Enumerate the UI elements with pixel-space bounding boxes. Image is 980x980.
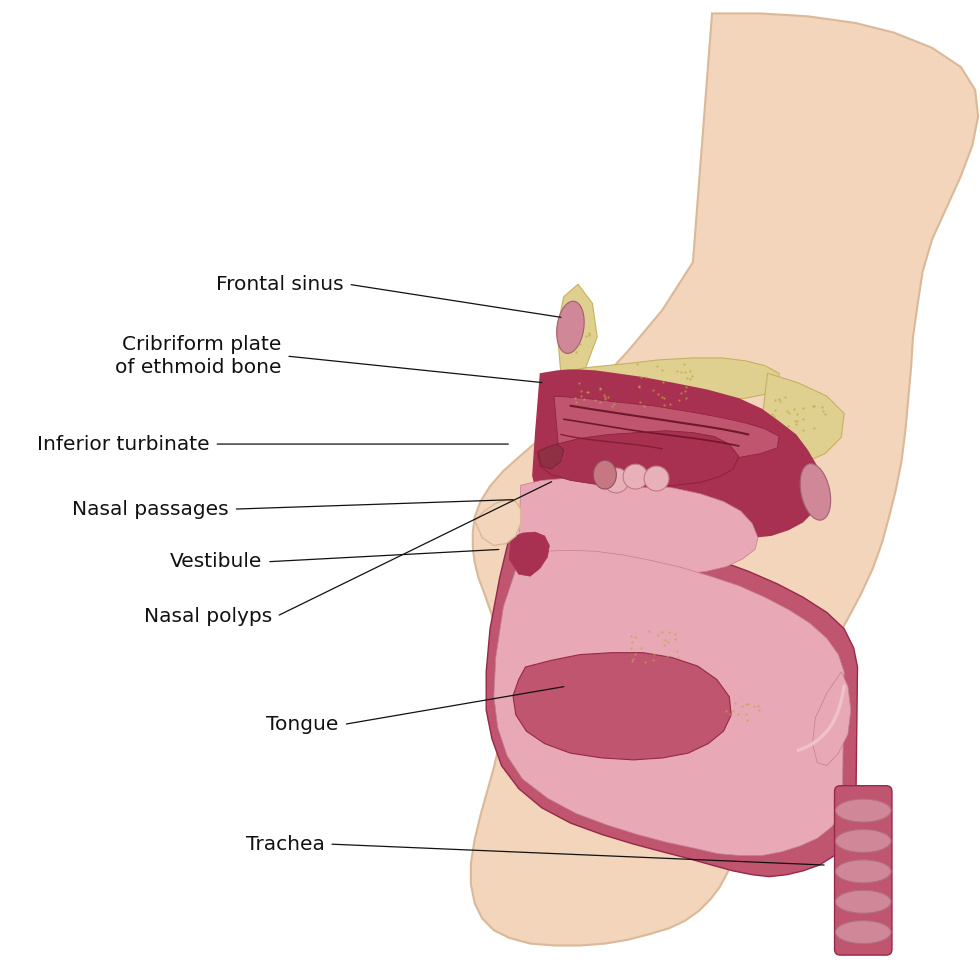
Circle shape	[644, 466, 669, 491]
Polygon shape	[513, 653, 731, 760]
Polygon shape	[510, 532, 550, 576]
Polygon shape	[760, 373, 844, 464]
Polygon shape	[486, 530, 858, 877]
Text: Inferior turbinate: Inferior turbinate	[37, 434, 210, 454]
Polygon shape	[554, 358, 779, 408]
Polygon shape	[494, 551, 844, 856]
Polygon shape	[554, 396, 779, 464]
Ellipse shape	[836, 890, 891, 913]
Polygon shape	[538, 430, 739, 487]
Ellipse shape	[557, 301, 584, 354]
Ellipse shape	[836, 799, 891, 822]
Ellipse shape	[800, 464, 831, 520]
Polygon shape	[557, 284, 597, 373]
Ellipse shape	[593, 461, 616, 489]
Ellipse shape	[836, 920, 891, 944]
Text: Nasal passages: Nasal passages	[73, 500, 228, 518]
Circle shape	[623, 465, 648, 489]
Polygon shape	[471, 14, 978, 946]
Ellipse shape	[836, 829, 891, 853]
Polygon shape	[474, 500, 520, 546]
Text: Vestibule: Vestibule	[170, 553, 263, 571]
Polygon shape	[538, 444, 564, 469]
Polygon shape	[731, 673, 764, 731]
Text: Cribriform plate
of ethmoid bone: Cribriform plate of ethmoid bone	[115, 335, 281, 377]
Polygon shape	[597, 593, 721, 667]
Text: Frontal sinus: Frontal sinus	[216, 274, 344, 294]
Polygon shape	[532, 369, 822, 538]
Text: Trachea: Trachea	[246, 835, 324, 854]
Polygon shape	[812, 672, 851, 765]
Ellipse shape	[836, 859, 891, 883]
Polygon shape	[518, 478, 758, 576]
Circle shape	[604, 468, 629, 493]
Text: Tongue: Tongue	[267, 715, 339, 734]
Text: Nasal polyps: Nasal polyps	[144, 607, 271, 626]
FancyBboxPatch shape	[835, 786, 892, 956]
